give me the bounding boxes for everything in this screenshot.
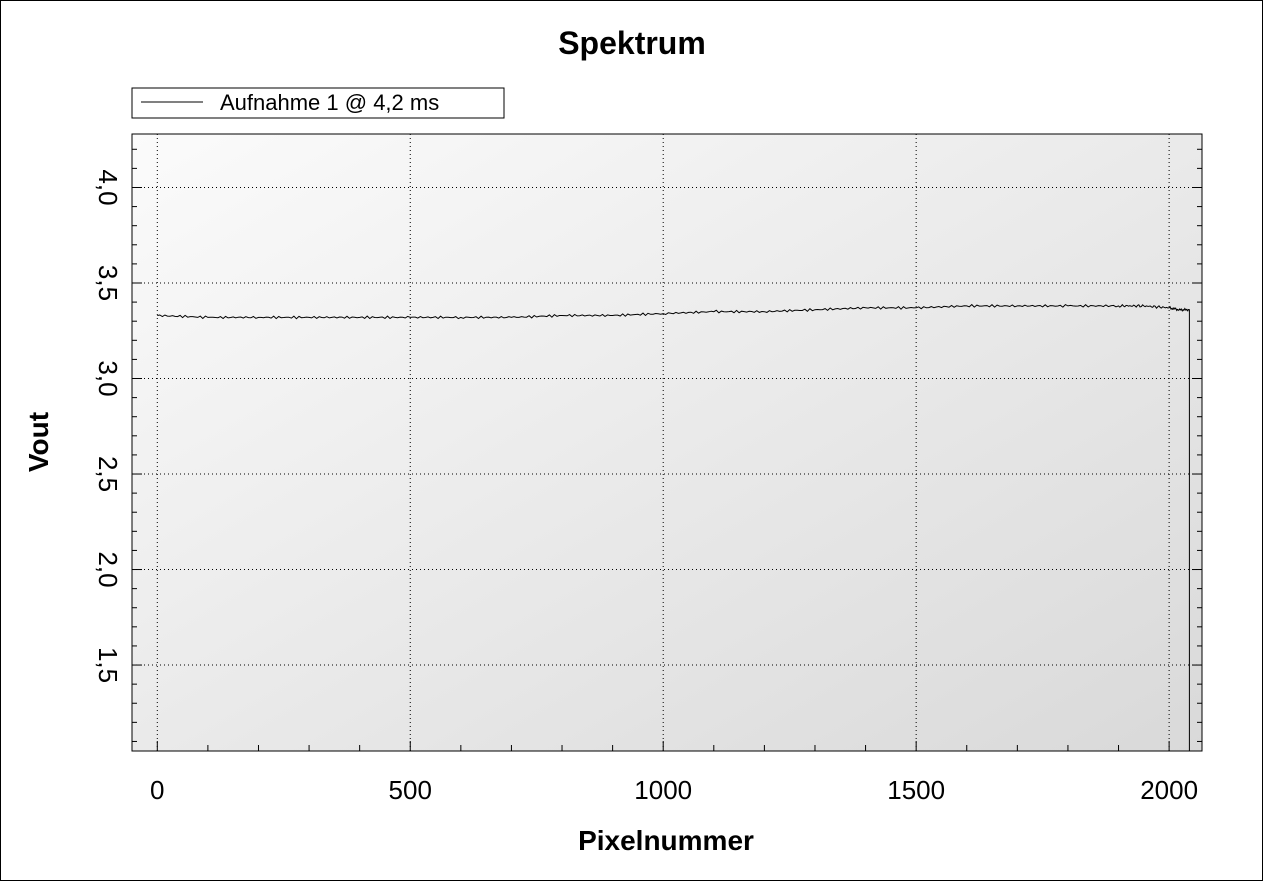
y-tick-label: 2,5 <box>93 456 123 492</box>
x-tick-label: 1000 <box>634 775 692 805</box>
y-tick-label: 4,0 <box>93 169 123 205</box>
legend: Aufnahme 1 @ 4,2 ms <box>131 87 505 119</box>
x-axis-label: Pixelnummer <box>578 825 754 856</box>
chart-title: Spektrum <box>558 25 706 61</box>
plot-area <box>131 133 1203 752</box>
x-tick-label: 2000 <box>1140 775 1198 805</box>
y-tick-label: 3,5 <box>93 265 123 301</box>
axis-ticks <box>132 148 1202 751</box>
x-tick-label: 500 <box>389 775 432 805</box>
legend-entry: Aufnahme 1 @ 4,2 ms <box>220 90 439 115</box>
y-axis-label: Vout <box>23 412 54 472</box>
y-tick-label: 3,0 <box>93 360 123 396</box>
x-tick-label: 1500 <box>887 775 945 805</box>
grid <box>132 134 1202 751</box>
y-tick-label: 1,5 <box>93 647 123 683</box>
y-tick-label: 2,0 <box>93 551 123 587</box>
series-layer <box>157 303 1190 751</box>
series-line <box>157 303 1190 751</box>
legend-box <box>131 87 505 119</box>
x-tick-label: 0 <box>150 775 164 805</box>
tick-labels: 0 500 1000 1500 2000 1,5 2,0 2,5 3,0 3,5 4,0 <box>93 169 1198 805</box>
